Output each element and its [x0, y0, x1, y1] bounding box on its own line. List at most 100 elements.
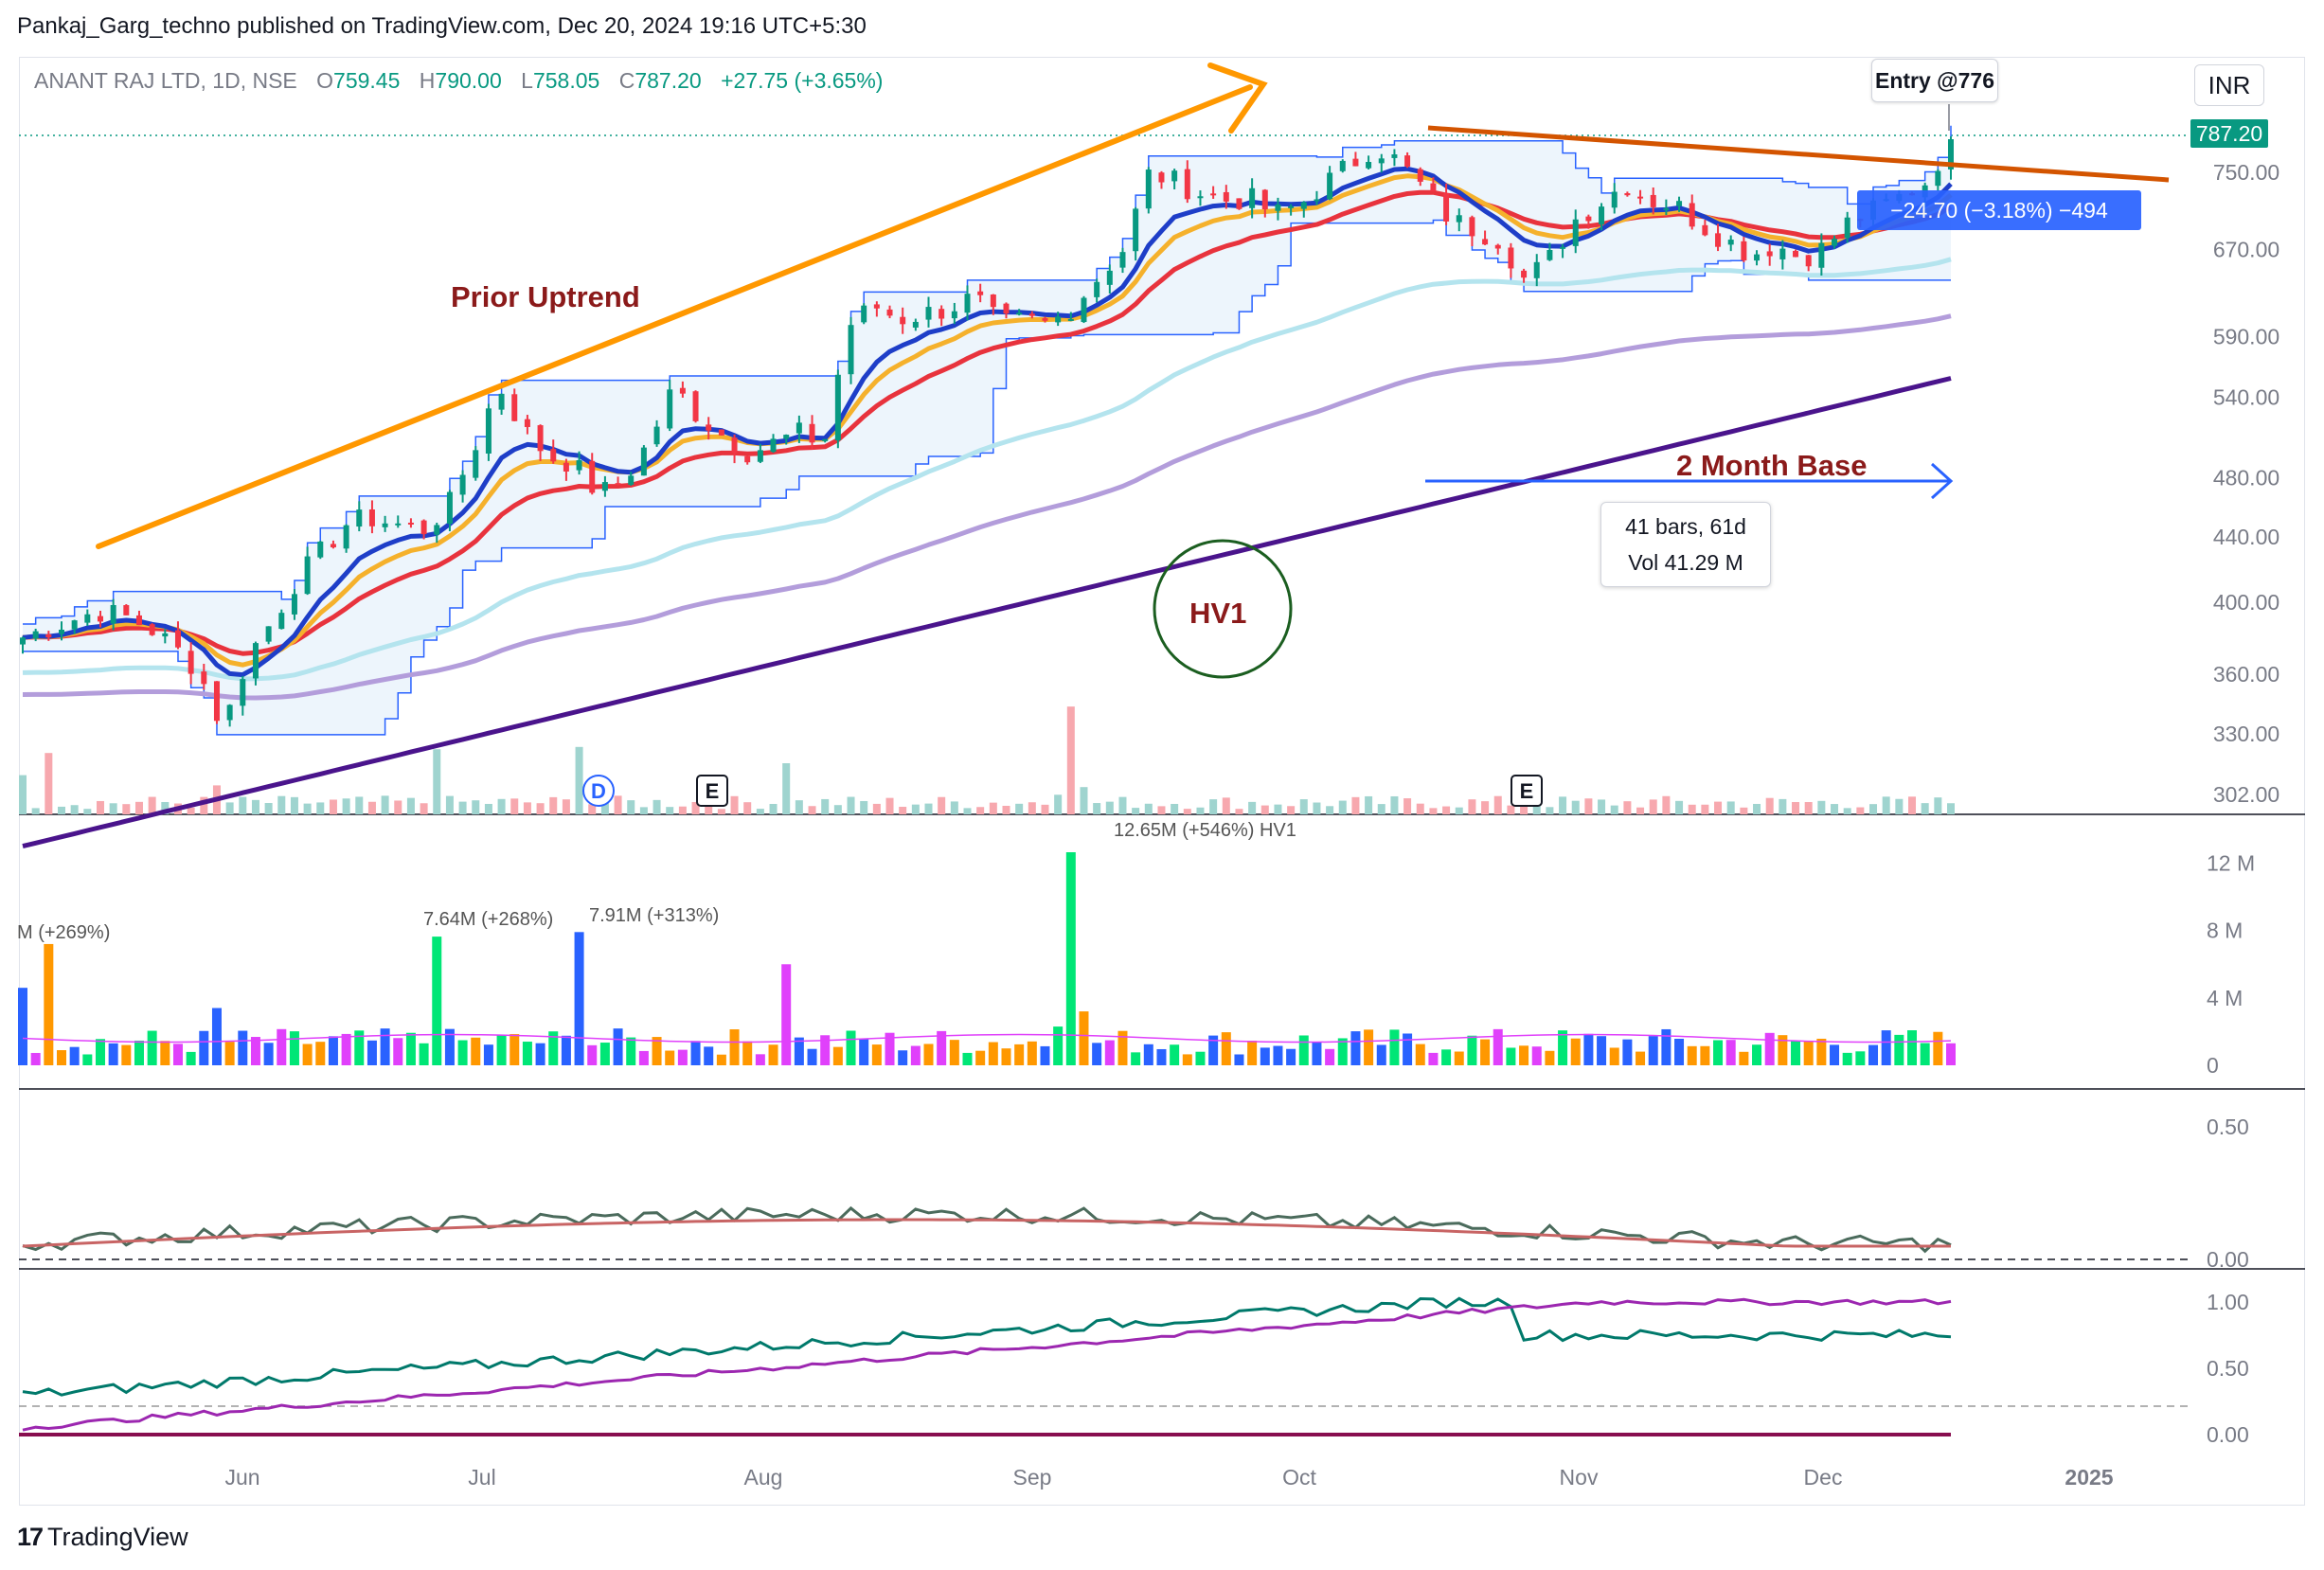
candle-body: [1585, 216, 1592, 222]
volume-bar: [108, 1043, 118, 1065]
overlay-volume-bar: [549, 796, 558, 814]
volume-bar: [172, 1044, 183, 1065]
candle-body: [1560, 246, 1566, 249]
price-tick-label: 302.00: [2213, 782, 2279, 807]
volume-bar: [405, 1032, 416, 1065]
candle-body: [628, 475, 635, 485]
candle-body: [473, 450, 479, 478]
overlay-volume-bar: [31, 808, 40, 814]
candle-body: [1650, 194, 1656, 207]
price-tick-label: 400.00: [2213, 590, 2279, 615]
price-tick-label: 750.00: [2213, 160, 2279, 185]
position-pnl-tag[interactable]: −24.70 (−3.18%) −494: [1857, 190, 2141, 230]
overlay-volume-bar: [1468, 799, 1476, 814]
candle-body: [1599, 206, 1605, 224]
candle-body: [939, 309, 945, 319]
volume-bar: [1739, 1051, 1749, 1065]
volume-bar: [910, 1045, 921, 1065]
currency-button[interactable]: INR: [2194, 64, 2264, 106]
sma-50-line: [22, 257, 1952, 682]
candle-body: [861, 305, 867, 323]
volume-bar: [1493, 1028, 1503, 1065]
volume-bar: [704, 1046, 714, 1065]
overlay-volume-bar: [963, 808, 972, 814]
overlay-volume-bar: [1429, 808, 1438, 814]
overlay-volume-bar: [109, 803, 117, 814]
overlay-volume-bar: [678, 806, 687, 814]
low-label: L: [521, 68, 533, 93]
volume-tick-label: 12 M: [2207, 851, 2255, 876]
volume-bar: [341, 1033, 351, 1065]
candle-body: [757, 450, 763, 462]
overlay-volume-bar: [1028, 802, 1036, 814]
candle-body: [951, 311, 957, 319]
overlay-volume-bar: [1520, 804, 1528, 814]
volume-bar: [1065, 852, 1076, 1065]
volume-bar: [561, 1035, 571, 1065]
volume-bar: [1053, 1026, 1064, 1065]
candle-body: [1378, 158, 1385, 164]
volume-bar: [160, 1041, 170, 1065]
range-volume: Vol 41.29 M: [1628, 550, 1743, 575]
change-value: +27.75 (+3.65%): [721, 68, 884, 93]
candle-body: [783, 435, 790, 439]
overlay-volume-bar: [1093, 803, 1101, 814]
volume-bar: [1337, 1038, 1348, 1065]
overlay-volume-bar: [1260, 805, 1269, 814]
volume-bar: [1830, 1044, 1840, 1065]
candle-body: [1210, 193, 1217, 196]
candle-body: [809, 423, 815, 443]
overlay-volume-bar: [938, 796, 946, 814]
volume-bar: [923, 1044, 934, 1065]
overlay-volume-bar: [122, 804, 131, 814]
entry-label[interactable]: Entry @776: [1871, 59, 1998, 102]
candle-body: [1106, 270, 1113, 285]
time-tick-label: Jun: [224, 1465, 259, 1490]
volume-bar: [1170, 1044, 1180, 1065]
candlesticks: [20, 136, 1954, 727]
candle-body: [640, 447, 647, 476]
volume-bar: [1636, 1051, 1646, 1065]
overlay-volume-bar: [1390, 795, 1399, 814]
overlay-volume-bar: [1222, 797, 1230, 814]
volume-tick-label: 8 M: [2207, 919, 2243, 943]
volume-bar: [509, 1034, 520, 1065]
overlay-volume-bar: [1157, 806, 1166, 814]
candle-body: [1715, 233, 1722, 247]
volume-bar: [1467, 1035, 1477, 1065]
candle-body: [1261, 189, 1268, 210]
overlay-volume-bar: [833, 805, 842, 814]
overlay-volume-bar: [1546, 807, 1554, 814]
price-tick-label: 590.00: [2213, 324, 2279, 348]
candle-body: [1003, 303, 1010, 314]
candle-body: [304, 556, 311, 595]
overlay-volume-bar: [1066, 706, 1075, 814]
candle-body: [1766, 251, 1773, 257]
dividend-marker: D: [582, 775, 615, 807]
overlay-volume-bar: [627, 800, 635, 814]
volume-bar: [457, 1040, 468, 1065]
volume-bar: [1519, 1045, 1529, 1065]
overlay-volume-bar: [976, 807, 985, 814]
overlay-volume-bar: [1779, 798, 1787, 814]
candle-body: [1236, 198, 1242, 209]
overlay-volume-bar: [808, 806, 816, 814]
overlay-volume-bar: [1895, 798, 1904, 814]
overlay-volume-bar: [394, 800, 402, 814]
price-tick-label: 360.00: [2213, 662, 2279, 687]
tradingview-logo[interactable]: 17 TradingView: [17, 1523, 188, 1552]
candle-body: [1482, 239, 1489, 245]
candle-body: [1314, 199, 1320, 202]
overlay-volume-bar: [769, 803, 778, 814]
volume-bar: [638, 1050, 649, 1065]
overlay-volume-bar: [821, 798, 830, 814]
overlay-volume-bar: [885, 797, 894, 814]
overlay-volume-bar: [1299, 799, 1308, 814]
volume-bar: [1583, 1033, 1594, 1065]
candle-body: [407, 522, 414, 525]
candle-body: [278, 613, 285, 630]
candle-body: [97, 616, 103, 622]
volume-bar: [380, 1028, 390, 1065]
overlay-volume-bar: [1571, 800, 1580, 814]
